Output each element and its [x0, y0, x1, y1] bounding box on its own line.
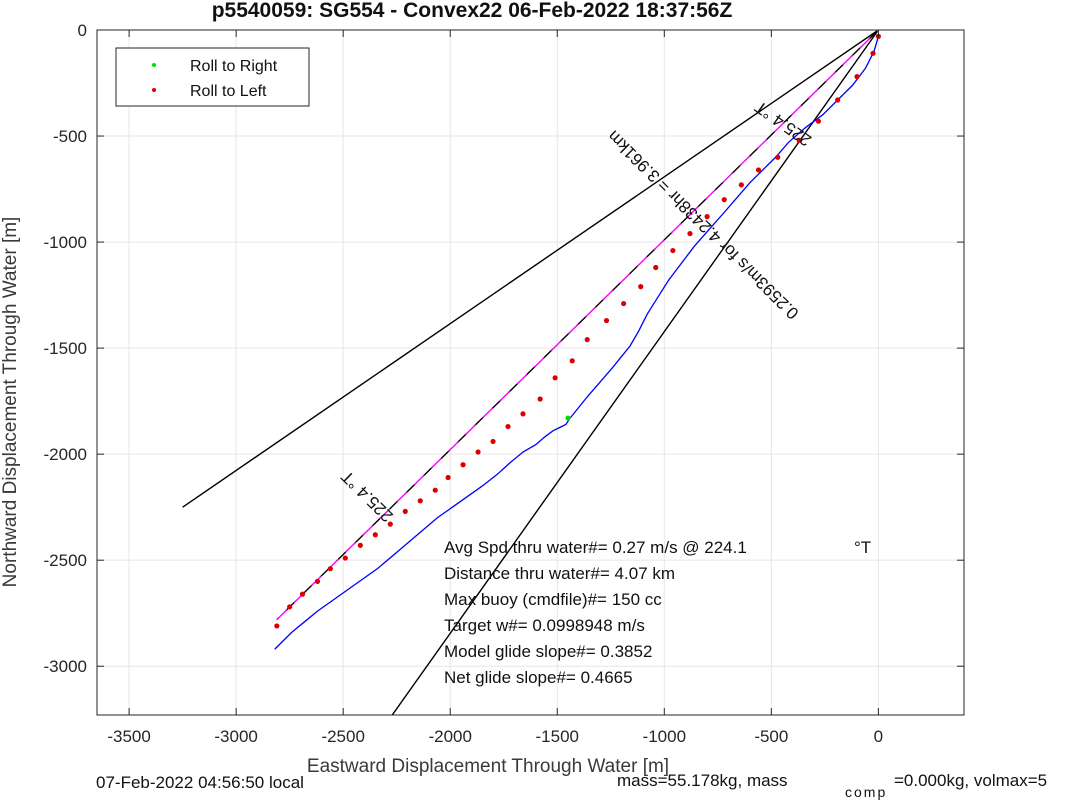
roll-left-point [445, 474, 451, 481]
roll-left-point [327, 566, 333, 572]
roll-left-point [505, 423, 511, 430]
footer-mass: mass=55.178kg, mass [617, 771, 788, 790]
reference-line-1 [182, 30, 879, 508]
roll-left-point [603, 317, 610, 324]
roll-left-point [755, 167, 762, 173]
grid [97, 29, 964, 715]
x-tick-label: -500 [754, 727, 788, 746]
legend-marker-roll-left [152, 88, 156, 92]
roll-left-point [342, 555, 348, 561]
legend: Roll to Right Roll to Left [115, 47, 310, 107]
track-line [274, 36, 879, 650]
roll-left-point [475, 449, 481, 455]
roll-left-point [287, 604, 293, 610]
y-tick-label: -2000 [44, 445, 87, 464]
stat-model-glide: Model glide slope#= 0.3852 [444, 642, 652, 661]
x-tick-label: 0 [874, 727, 883, 746]
legend-marker-roll-right [152, 63, 156, 67]
y-tick-label: -3000 [44, 657, 87, 676]
x-tick-label: -2500 [321, 727, 364, 746]
track-series [274, 36, 879, 650]
stat-avg-speed-unit: °T [854, 538, 871, 557]
roll-left-point [569, 358, 575, 364]
y-tick-label: 0 [78, 21, 87, 40]
stat-distance: Distance thru water#= 4.07 km [444, 564, 675, 583]
axis-ticks: -3500 -3000 -2500 -2000 -1500 -1000 -500 0 0 -500… [44, 21, 964, 746]
roll-left-point [584, 337, 590, 343]
roll-left-point [721, 197, 727, 203]
x-tick-label: -1500 [536, 727, 579, 746]
roll-left-point [687, 230, 693, 237]
roll-points [274, 33, 881, 629]
roll-left-point [299, 591, 306, 597]
roll-left-point [372, 532, 378, 538]
roll-left-point [274, 623, 280, 629]
chart-title: p5540059: SG554 - Convex22 06-Feb-2022 1… [212, 0, 733, 22]
roll-left-point [854, 74, 860, 80]
footer-local-time: 07-Feb-2022 04:56:50 local [96, 773, 304, 792]
y-tick-label: -1500 [44, 339, 87, 358]
legend-label-roll-right: Roll to Right [190, 58, 278, 75]
y-axis-label: Northward Displacement Through Water [m] [0, 217, 21, 588]
roll-left-point [417, 498, 423, 504]
x-tick-label: -3000 [214, 727, 257, 746]
roll-left-point [638, 284, 644, 290]
roll-left-point [552, 375, 558, 381]
y-tick-label: -2500 [44, 551, 87, 570]
roll-left-point [796, 137, 802, 143]
footer-mass-rest: =0.000kg, volmax=5 [894, 771, 1047, 790]
y-tick-label: -1000 [44, 233, 87, 252]
reference-lines [182, 30, 879, 715]
roll-left-point [670, 247, 676, 254]
stat-target-w: Target w#= 0.0998948 m/s [444, 616, 645, 635]
line-annotation: 0.2593m/s for 4.2438hr = 3.961km [604, 127, 803, 323]
plot-frame [96, 29, 965, 716]
roll-left-point [490, 438, 496, 445]
roll-left-point [738, 182, 744, 188]
stat-max-buoy: Max buoy (cmdfile)#= 150 cc [444, 590, 662, 609]
roll-left-point [314, 578, 321, 584]
legend-label-roll-left: Roll to Left [190, 83, 267, 100]
roll-left-point [653, 264, 659, 271]
legend-box [115, 47, 310, 107]
y-tick-label: -500 [53, 127, 87, 146]
roll-left-point [621, 300, 627, 307]
roll-left-point [432, 487, 438, 493]
roll-left-point [520, 411, 526, 417]
roll-right-point [565, 415, 571, 421]
stat-avg-speed: Avg Spd thru water#= 0.27 m/s @ 224.1 [444, 538, 747, 557]
roll-left-point [775, 154, 781, 160]
roll-left-point [537, 396, 543, 402]
roll-left-point [460, 462, 466, 468]
x-tick-label: -2000 [428, 727, 471, 746]
roll-left-point [870, 50, 876, 56]
x-tick-label: -1000 [643, 727, 686, 746]
roll-left-point [815, 118, 822, 124]
x-tick-label: -3500 [107, 727, 150, 746]
line-annotation: 225.4 °T [338, 467, 397, 526]
footer-mass-comp-subscript: comp [845, 784, 887, 800]
reference-line-4 [276, 30, 879, 621]
x-axis-label: Eastward Displacement Through Water [m] [307, 756, 669, 777]
roll-left-point [402, 508, 408, 515]
roll-left-point [835, 97, 841, 103]
roll-left-point [387, 521, 393, 527]
line-annotation: 225.4 °T [751, 97, 815, 150]
roll-left-point [704, 214, 710, 220]
roll-left-point [357, 542, 363, 548]
reference-line-2 [391, 30, 879, 715]
stats-block: Avg Spd thru water#= 0.27 m/s @ 224.1 °T… [444, 538, 871, 687]
stat-net-glide: Net glide slope#= 0.4665 [444, 668, 633, 687]
